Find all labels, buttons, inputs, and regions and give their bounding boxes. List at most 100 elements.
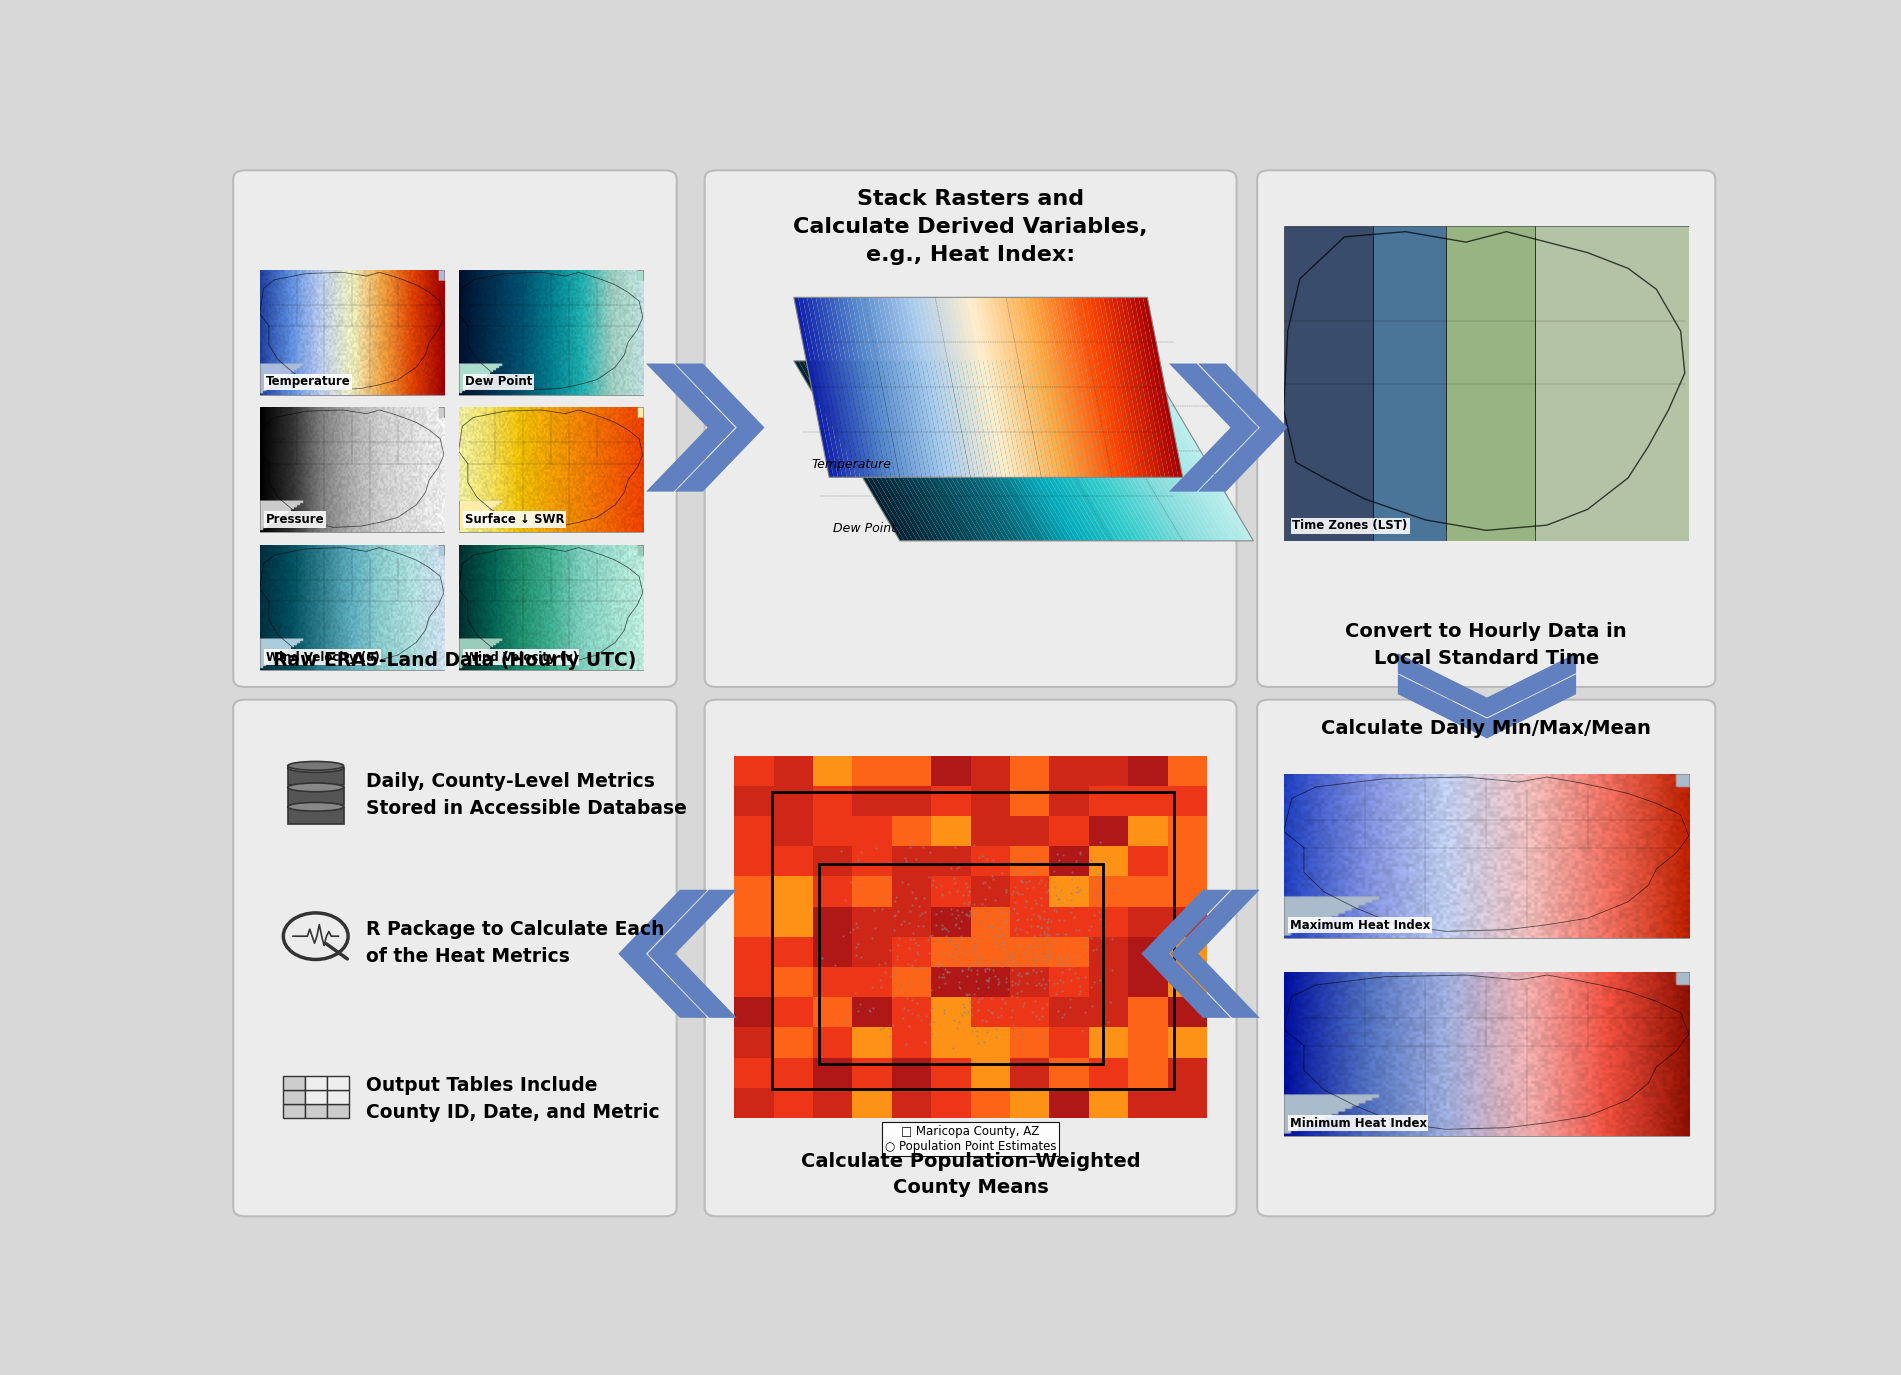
Polygon shape [812, 297, 852, 477]
Text: Dew Point: Dew Point [464, 375, 532, 388]
Polygon shape [1036, 360, 1148, 540]
Polygon shape [1046, 360, 1156, 540]
Polygon shape [899, 297, 939, 477]
Polygon shape [971, 360, 1082, 540]
Bar [327, 1089, 350, 1104]
Polygon shape [952, 297, 992, 477]
Polygon shape [998, 297, 1036, 477]
Ellipse shape [287, 782, 344, 792]
Bar [1283, 972, 1688, 1136]
Text: Output Tables Include
County ID, Date, and Metric: Output Tables Include County ID, Date, a… [365, 1077, 660, 1122]
Bar [283, 1104, 304, 1118]
Polygon shape [922, 360, 1032, 540]
Polygon shape [1019, 297, 1059, 477]
Bar [304, 1104, 327, 1118]
Text: Time Zones (LST): Time Zones (LST) [1293, 520, 1409, 532]
Polygon shape [1032, 297, 1072, 477]
Polygon shape [886, 297, 926, 477]
Polygon shape [979, 360, 1089, 540]
Bar [304, 1075, 327, 1089]
Polygon shape [1042, 360, 1152, 540]
Bar [1283, 774, 1688, 938]
Polygon shape [895, 297, 935, 477]
Text: Daily, County-Level Metrics
Stored in Accessible Database: Daily, County-Level Metrics Stored in Ac… [365, 773, 686, 818]
Polygon shape [1009, 297, 1049, 477]
Polygon shape [905, 360, 1015, 540]
Polygon shape [859, 360, 971, 540]
Polygon shape [1129, 297, 1169, 477]
Polygon shape [1055, 360, 1165, 540]
Polygon shape [1002, 360, 1112, 540]
Ellipse shape [287, 762, 344, 770]
Polygon shape [1015, 297, 1055, 477]
Polygon shape [846, 360, 958, 540]
Polygon shape [855, 360, 966, 540]
Polygon shape [648, 890, 738, 1018]
Polygon shape [918, 297, 958, 477]
Polygon shape [939, 297, 979, 477]
Polygon shape [825, 297, 865, 477]
FancyBboxPatch shape [234, 170, 677, 688]
Polygon shape [869, 297, 909, 477]
Polygon shape [1046, 297, 1085, 477]
Polygon shape [931, 297, 971, 477]
Text: Temperature: Temperature [812, 458, 892, 472]
Bar [458, 407, 643, 532]
Polygon shape [1397, 674, 1576, 738]
Polygon shape [808, 360, 918, 540]
Polygon shape [992, 297, 1032, 477]
Polygon shape [926, 360, 1036, 540]
Polygon shape [1028, 297, 1068, 477]
Polygon shape [878, 297, 918, 477]
Polygon shape [833, 360, 945, 540]
Polygon shape [865, 360, 975, 540]
Polygon shape [795, 360, 905, 540]
Polygon shape [1169, 363, 1258, 492]
Bar [287, 788, 344, 804]
Polygon shape [975, 360, 1085, 540]
Bar [287, 769, 344, 785]
FancyBboxPatch shape [705, 170, 1236, 688]
Polygon shape [1099, 360, 1209, 540]
Bar [260, 544, 445, 670]
Polygon shape [842, 360, 952, 540]
Polygon shape [1089, 360, 1200, 540]
Polygon shape [1135, 360, 1245, 540]
Text: Wind Velocity (v): Wind Velocity (v) [464, 650, 578, 664]
Polygon shape [892, 297, 931, 477]
Polygon shape [816, 297, 855, 477]
Polygon shape [985, 297, 1023, 477]
FancyBboxPatch shape [705, 700, 1236, 1217]
Polygon shape [1171, 890, 1260, 1018]
Polygon shape [1082, 360, 1192, 540]
Text: Minimum Heat Index: Minimum Heat Index [1289, 1116, 1426, 1129]
Polygon shape [1085, 297, 1125, 477]
Polygon shape [1068, 297, 1108, 477]
Polygon shape [949, 360, 1059, 540]
Polygon shape [859, 297, 899, 477]
Polygon shape [1108, 360, 1219, 540]
Bar [260, 407, 445, 532]
Polygon shape [1112, 360, 1222, 540]
Bar [458, 544, 643, 670]
Polygon shape [945, 297, 985, 477]
Polygon shape [895, 360, 1006, 540]
Polygon shape [798, 360, 909, 540]
Polygon shape [1068, 360, 1179, 540]
Polygon shape [1032, 360, 1143, 540]
Polygon shape [935, 360, 1046, 540]
Polygon shape [802, 360, 912, 540]
Polygon shape [869, 360, 979, 540]
Ellipse shape [287, 803, 344, 811]
Text: Wind Velocity (u): Wind Velocity (u) [266, 650, 380, 664]
Polygon shape [1095, 297, 1135, 477]
Polygon shape [1002, 297, 1042, 477]
Polygon shape [838, 297, 878, 477]
Polygon shape [852, 297, 892, 477]
Polygon shape [1059, 297, 1099, 477]
Polygon shape [1143, 360, 1253, 540]
Polygon shape [926, 297, 966, 477]
Polygon shape [1103, 297, 1143, 477]
Polygon shape [808, 297, 846, 477]
Polygon shape [1023, 360, 1135, 540]
